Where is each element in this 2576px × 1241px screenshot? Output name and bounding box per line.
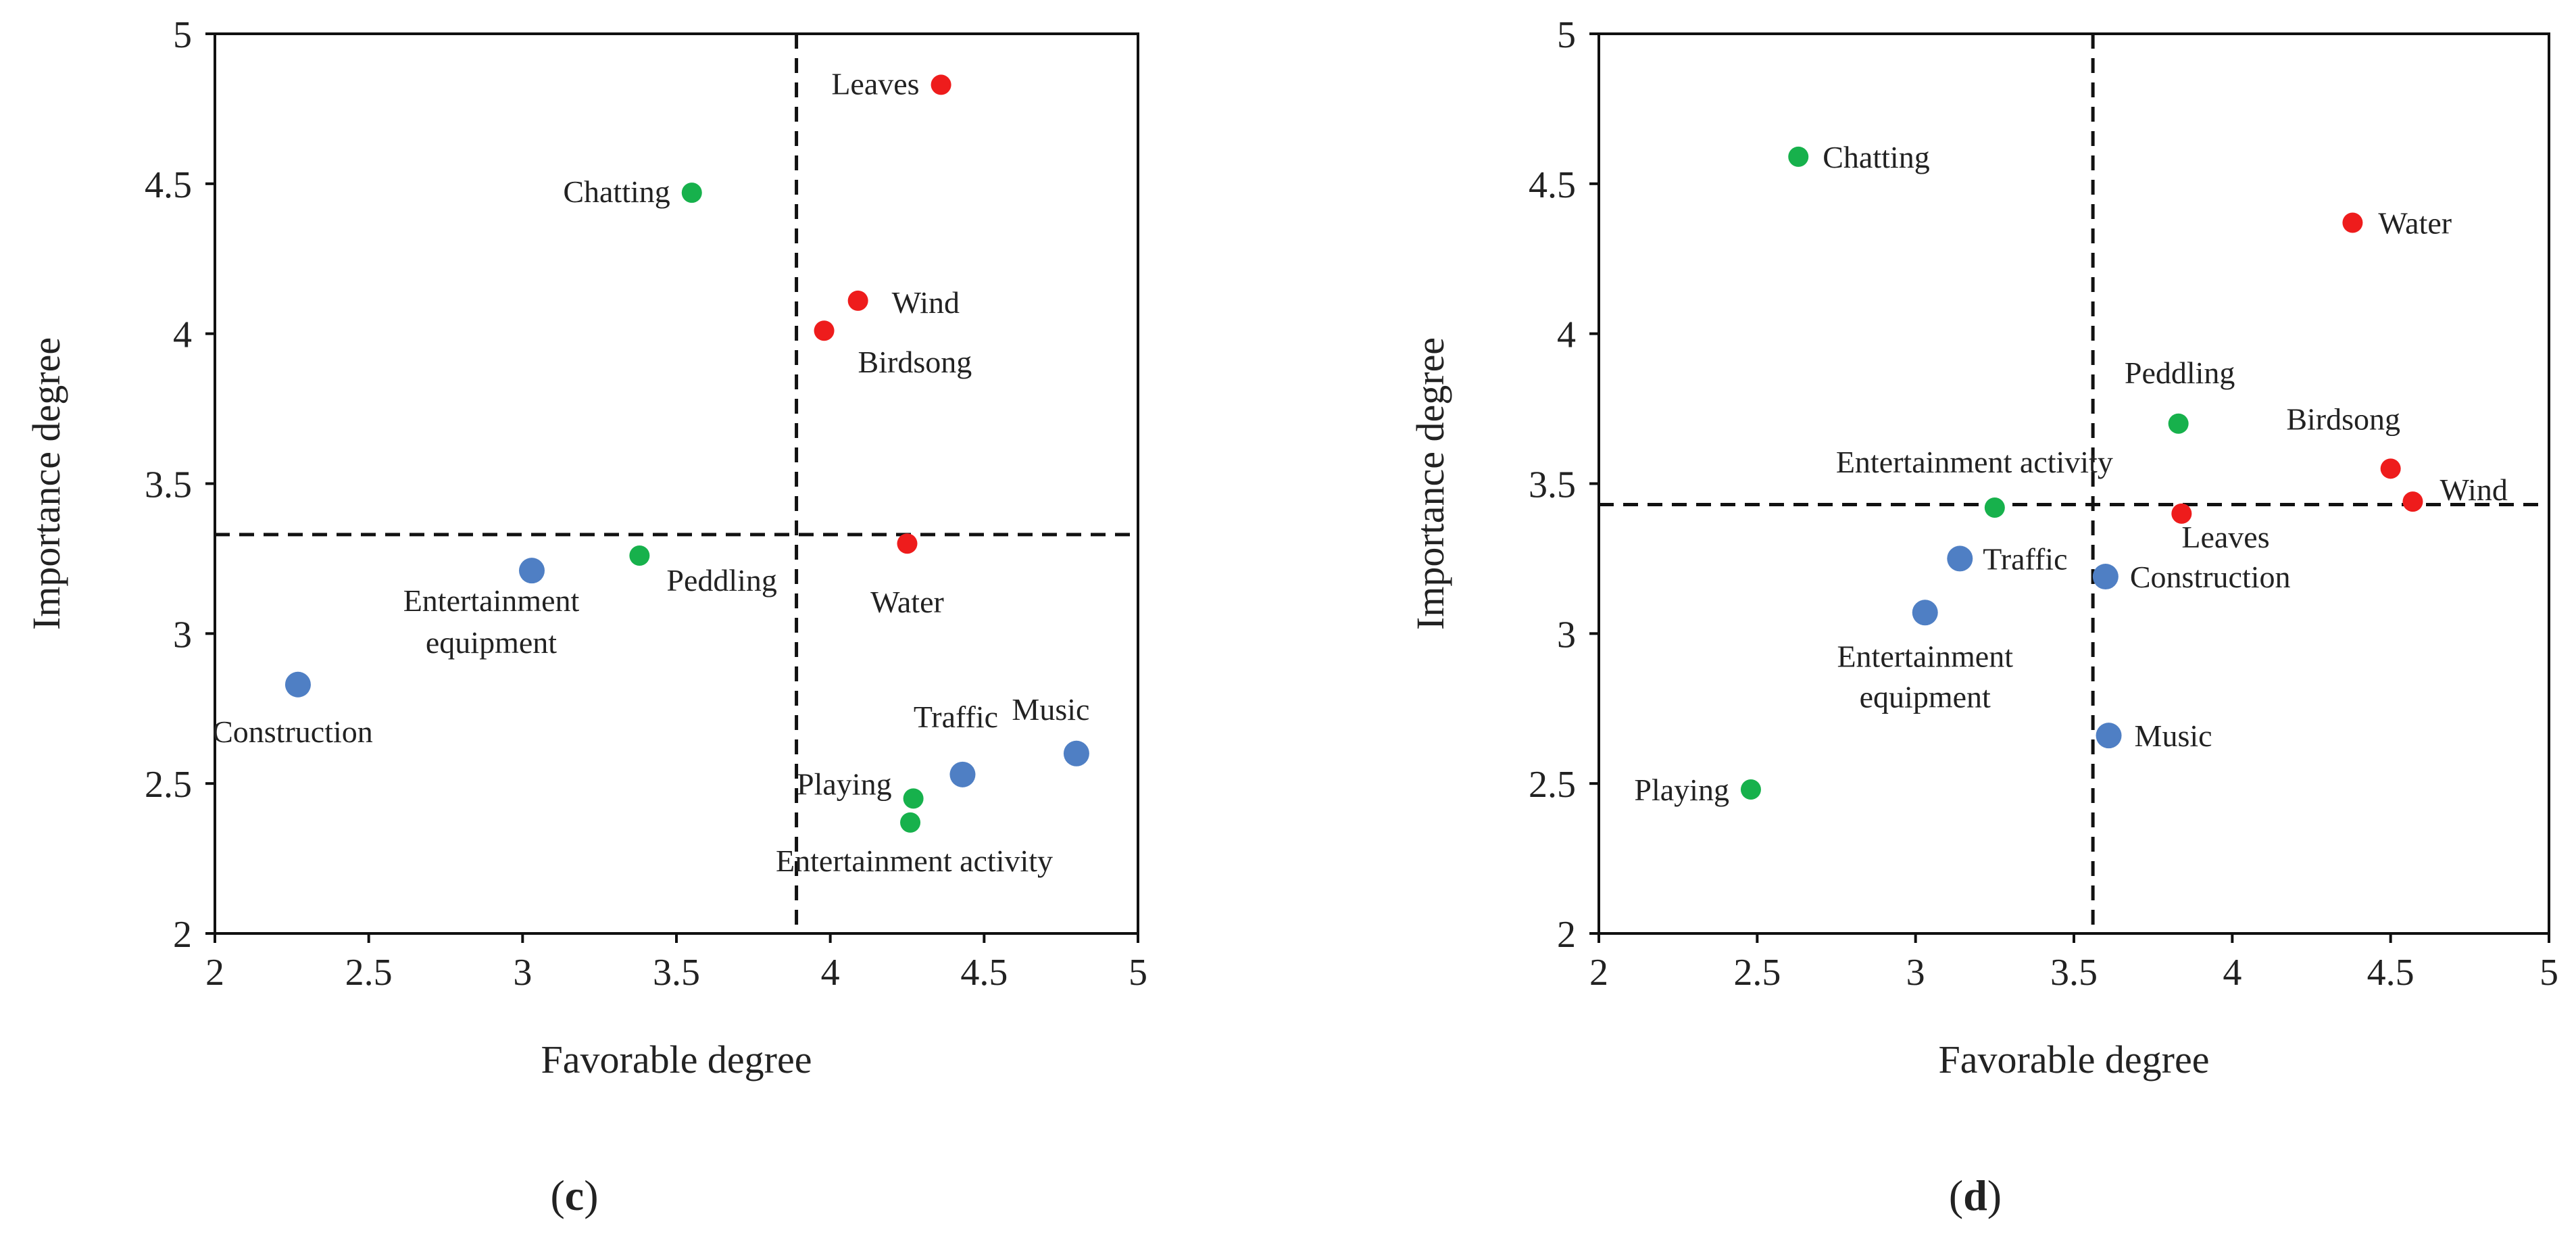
data-point-label: Wind [892,285,960,320]
x-tick-label: 2 [205,952,224,994]
x-tick-label: 3 [1906,952,1925,994]
data-point [2092,564,2119,590]
y-tick-label: 2.5 [1529,764,1576,806]
caption-close-paren: ) [1987,1171,2002,1219]
x-axis-title: Favorable degree [541,1038,812,1081]
data-point [2171,503,2192,524]
data-point [1788,146,1809,167]
data-point-label: Water [2378,206,2452,241]
data-point-label: Music [2135,719,2212,753]
y-tick-label: 4 [173,314,192,356]
y-tick-label: 3.5 [145,464,192,506]
data-point [1740,779,1761,800]
data-point-label: Playing [1634,773,1729,807]
data-point [1063,740,1089,766]
data-point [900,812,921,833]
data-point-label: Traffic [914,700,998,734]
data-point [681,182,702,203]
y-tick-label: 2 [1557,914,1576,956]
data-point [2096,723,2122,749]
data-point-label: equipment [1860,679,1991,714]
x-tick-label: 3.5 [653,952,700,994]
x-tick-label: 3.5 [2050,952,2098,994]
y-tick-label: 5 [1557,14,1576,56]
data-point-label: Peddling [666,563,777,598]
data-point-label: Playing [797,766,892,801]
data-point-label: Entertainment [1837,639,2013,673]
caption-open-paren: ( [1949,1171,1963,1219]
data-point-label: Construction [2130,560,2291,594]
data-point [2380,458,2401,479]
y-tick-label: 4.5 [145,164,192,206]
x-tick-label: 2 [1589,952,1608,994]
data-point [518,558,545,584]
caption-letter: d [1963,1171,1987,1219]
x-tick-label: 4 [2223,952,2241,994]
data-point [1984,497,2005,518]
data-point-label: Water [870,585,944,619]
x-tick-label: 3 [513,952,532,994]
y-tick-label: 2.5 [145,764,192,806]
data-point-label: Wind [2439,472,2507,507]
data-point-label: Entertainment activity [1836,445,2113,479]
data-point-label: Leaves [2181,520,2269,554]
data-point-label: Music [1012,692,1089,727]
data-point [847,290,868,311]
y-tick-label: 4.5 [1529,164,1576,206]
data-point [1912,600,1938,626]
data-point-label: Peddling [2125,356,2235,390]
data-point [814,320,835,341]
x-tick-label: 2.5 [345,952,393,994]
panel-caption: (c) [550,1171,598,1219]
y-axis-title: Importance degree [1408,337,1452,630]
y-tick-label: 3 [1557,614,1576,656]
y-tick-label: 3.5 [1529,464,1576,506]
data-point-label: Leaves [831,66,919,101]
x-tick-label: 4 [821,952,840,994]
data-point [629,545,650,566]
x-axis-title: Favorable degree [1939,1038,2210,1081]
caption-open-paren: ( [550,1171,564,1219]
y-tick-label: 3 [173,614,192,656]
data-point [1947,545,1973,572]
x-tick-label: 4.5 [2367,952,2414,994]
data-point [949,761,976,787]
x-tick-label: 5 [2540,952,2558,994]
data-point-label: Birdsong [2286,402,2400,436]
y-tick-label: 5 [173,14,192,56]
data-point [2402,491,2423,512]
data-point-label: Chatting [563,174,670,209]
panel-c-chart: 2 2.5 3 3.5 4 4.5 5 2 2.5 3 3.5 4 4.5 5 Favorable degr… [24,14,1147,1219]
y-tick-label: 4 [1557,314,1576,356]
x-tick-label: 4.5 [960,952,1008,994]
x-tick-label: 5 [1129,952,1147,994]
y-axis-title: Importance degree [24,337,68,630]
panel-caption: (d) [1949,1171,2002,1219]
data-point [931,74,951,95]
data-point [284,671,311,698]
panel-d-chart: 2 2.5 3 3.5 4 4.5 5 2 2.5 3 3.5 4 4.5 5 Favorable degr… [1408,14,2558,1219]
data-point [897,533,918,554]
data-point [2342,212,2363,233]
data-point-label: Construction [212,714,373,749]
data-point-label: Entertainment [403,583,580,618]
data-point-label: Traffic [1983,541,2067,576]
data-point-label: Entertainment activity [776,844,1053,878]
x-tick-label: 2.5 [1733,952,1781,994]
data-point [903,788,924,809]
data-point-label: Birdsong [858,345,972,379]
data-point-label: Chatting [1823,140,1929,174]
y-tick-label: 2 [173,914,192,956]
caption-letter: c [565,1171,584,1219]
data-point [2168,413,2189,434]
caption-close-paren: ) [584,1171,598,1219]
data-point-label: equipment [426,625,557,660]
